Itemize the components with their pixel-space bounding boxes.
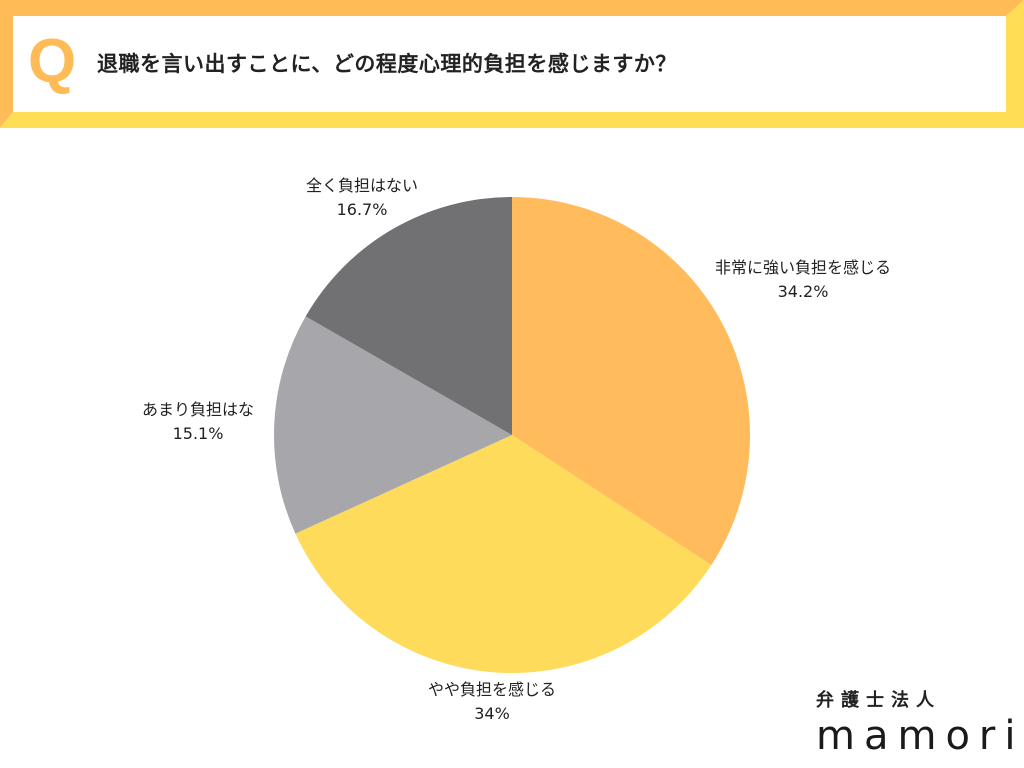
slice-label-value: 34.2% bbox=[777, 282, 829, 301]
slice-label-name: やや負担を感じる bbox=[427, 680, 557, 699]
slice-label-name: 全く負担はない bbox=[305, 176, 419, 195]
slice-label-value: 15.1% bbox=[172, 424, 224, 443]
brand-subtitle: 弁護士法人 bbox=[816, 690, 941, 711]
brand-name: mamori bbox=[816, 713, 1024, 759]
slice-label-very-strong: 非常に強い負担を感じる 34.2% bbox=[715, 256, 891, 304]
pie-slice-none bbox=[305, 197, 512, 435]
pie-chart-svg bbox=[273, 197, 750, 674]
slice-label-name: あまり負担はな bbox=[141, 400, 255, 419]
question-title: 退職を言い出すことに、どの程度心理的負担を感じますか？ bbox=[97, 52, 677, 76]
slice-label-value: 16.7% bbox=[336, 200, 388, 219]
header-box bbox=[13, 16, 1006, 112]
slice-label-name: 非常に強い負担を感じる bbox=[714, 258, 892, 277]
header-frame-border bbox=[0, 0, 1024, 128]
slice-label-somewhat: やや負担を感じる 34% bbox=[428, 678, 556, 726]
pie-slice-very-strong bbox=[512, 197, 750, 566]
q-icon: Q bbox=[28, 27, 77, 96]
pie-slice-somewhat bbox=[295, 435, 712, 674]
brand-logo: 弁護士法人 mamori bbox=[816, 686, 1024, 758]
slice-label-not-much: あまり負担はな 15.1% bbox=[142, 398, 254, 446]
pie-slice-not-much bbox=[273, 316, 512, 534]
question-header: Q 退職を言い出すことに、どの程度心理的負担を感じますか？ bbox=[0, 0, 1024, 128]
slice-label-value: 34% bbox=[474, 704, 510, 723]
pie-chart: 非常に強い負担を感じる 34.2% やや負担を感じる 34% あまり負担はな 1… bbox=[0, 128, 1024, 768]
slice-label-none: 全く負担はない 16.7% bbox=[306, 174, 418, 222]
